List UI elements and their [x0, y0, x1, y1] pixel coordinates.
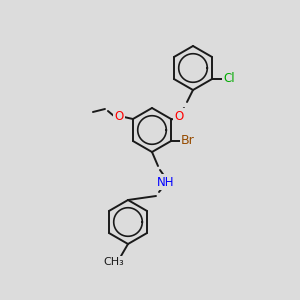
Text: Br: Br — [181, 134, 195, 148]
Text: NH: NH — [157, 176, 175, 188]
Text: Cl: Cl — [223, 73, 235, 85]
Text: CH₃: CH₃ — [103, 257, 124, 267]
Text: O: O — [174, 110, 184, 122]
Text: O: O — [114, 110, 124, 124]
